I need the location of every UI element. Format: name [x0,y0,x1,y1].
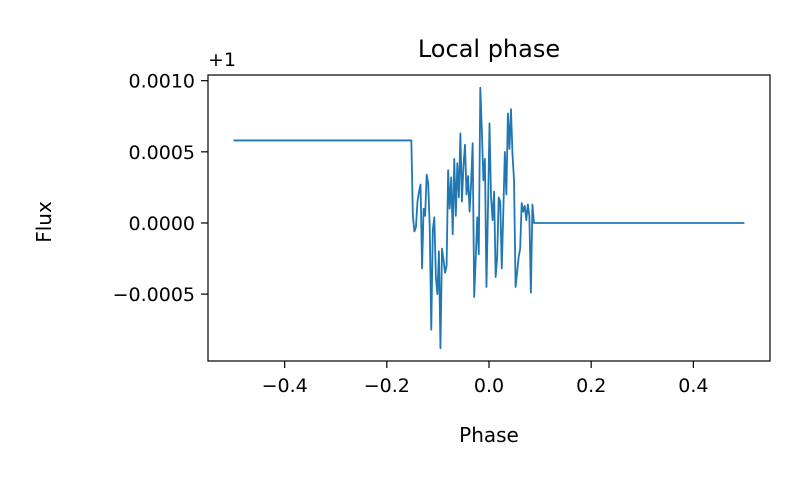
x-ticks: −0.4 −0.2 0.0 0.2 0.4 [262,361,708,397]
y-tick-label: 0.0005 [129,142,195,164]
y-axis-label: Flux [32,201,56,243]
x-tick-label: 0.4 [678,375,708,397]
y-offset-label: +1 [208,49,236,71]
plot-frame [207,74,771,362]
y-tick-label: 0.0010 [129,71,195,93]
y-tick-label: −0.0005 [113,284,195,306]
x-tick-label: 0.2 [576,375,606,397]
series-layer [233,86,745,350]
x-tick-label: −0.2 [364,375,410,397]
y-tick-label: 0.0000 [129,213,195,235]
x-axis-label: Phase [459,423,519,447]
y-ticks: −0.0005 0.0000 0.0005 0.0010 [113,71,208,306]
series-line-0 [233,86,745,350]
x-tick-label: −0.4 [262,375,308,397]
x-tick-label: 0.0 [474,375,504,397]
chart-title: Local phase [418,35,560,63]
